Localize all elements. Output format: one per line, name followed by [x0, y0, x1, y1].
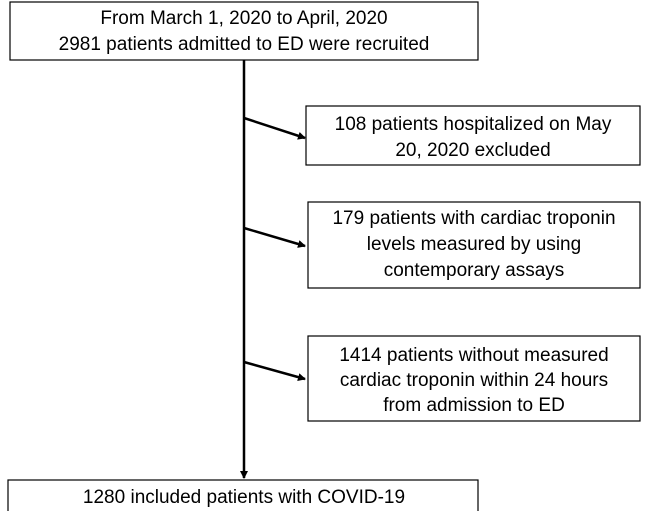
box-text: 1280 included patients with COVID-19 — [83, 487, 405, 508]
result-box — [7, 479, 479, 511]
box-text: 1414 patients without measured — [339, 345, 608, 366]
box-text: levels measured by using — [367, 234, 581, 255]
box-text: 108 patients hospitalized on May — [335, 114, 612, 135]
box-text: From March 1, 2020 to April, 2020 — [100, 8, 387, 29]
box-text: 20, 2020 excluded — [395, 140, 550, 161]
exclusion-box — [307, 201, 641, 289]
exclusion-arrow — [243, 226, 306, 248]
box-text: contemporary assays — [384, 260, 565, 281]
start-box — [9, 1, 479, 61]
box-text: 2981 patients admitted to ED were recrui… — [59, 34, 430, 55]
exclusion-arrow — [243, 360, 306, 381]
exclusion-box — [307, 335, 641, 422]
exclusion-arrow — [243, 116, 306, 140]
box-text: from admission to ED — [383, 395, 565, 416]
exclusion-box — [305, 105, 641, 166]
box-text: 179 patients with cardiac troponin — [332, 208, 615, 229]
box-text: cardiac troponin within 24 hours — [340, 370, 608, 391]
